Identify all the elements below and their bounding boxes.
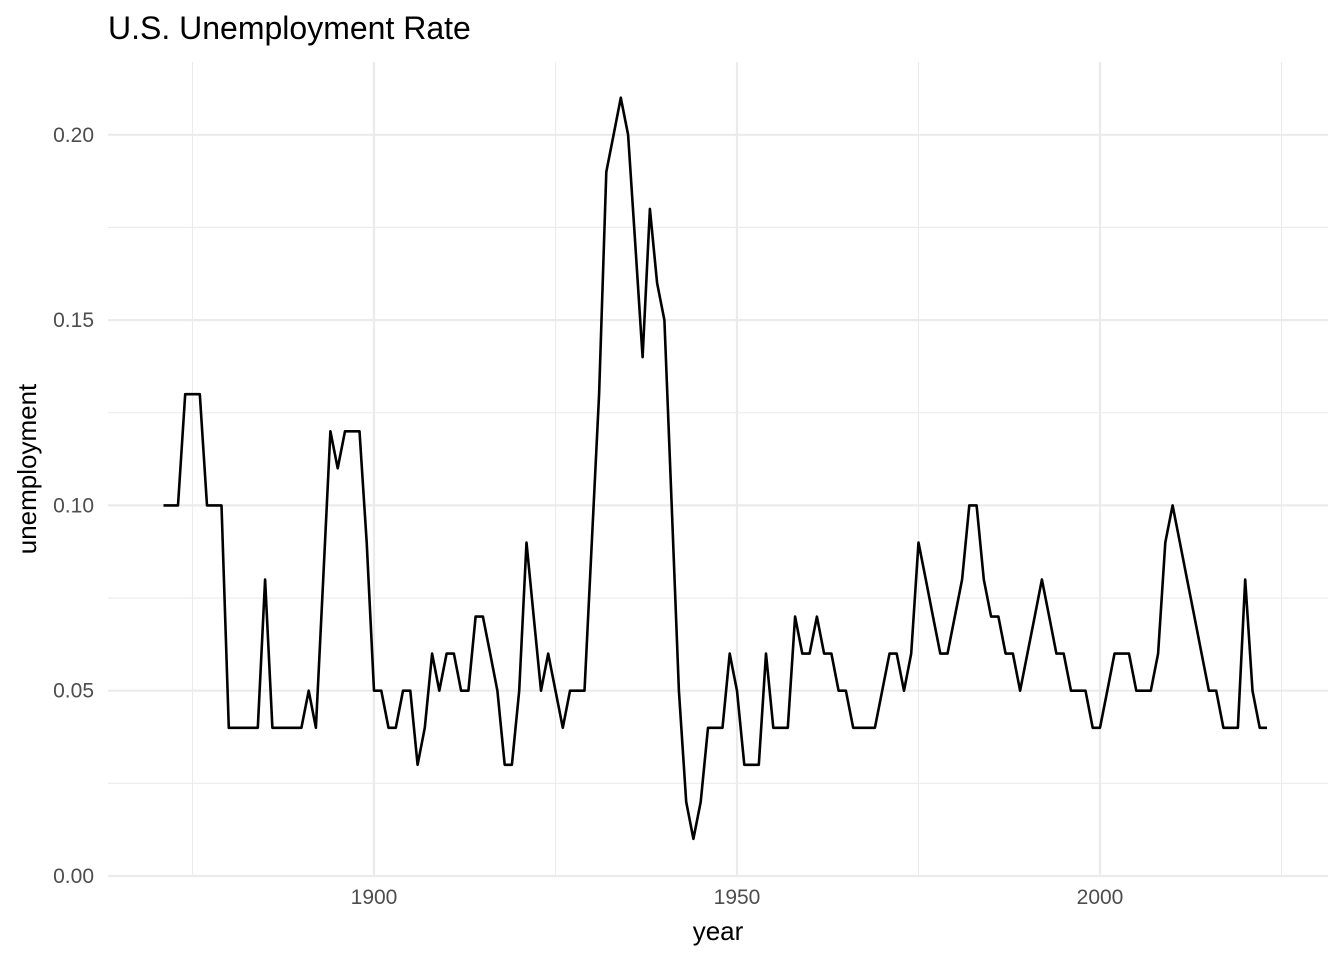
y-axis-title: unemployment bbox=[12, 383, 42, 554]
y-axis-tick-labels: 0.00 0.05 0.10 0.15 0.20 bbox=[53, 124, 94, 888]
y-tick-label: 0.00 bbox=[53, 865, 94, 888]
chart-title: U.S. Unemployment Rate bbox=[108, 10, 471, 46]
x-tick-label: 2000 bbox=[1077, 886, 1124, 909]
x-axis-tick-labels: 1900 1950 2000 bbox=[351, 886, 1124, 909]
major-gridlines bbox=[108, 62, 1328, 878]
x-tick-label: 1950 bbox=[714, 886, 761, 909]
series-layer bbox=[163, 96, 1267, 841]
y-tick-label: 0.20 bbox=[53, 124, 94, 147]
x-axis-title: year bbox=[693, 916, 744, 946]
y-tick-label: 0.10 bbox=[53, 494, 94, 517]
minor-gridlines bbox=[108, 62, 1328, 876]
unemployment-series-line bbox=[163, 96, 1267, 841]
y-tick-label: 0.05 bbox=[53, 680, 94, 703]
y-tick-label: 0.15 bbox=[53, 309, 94, 332]
x-tick-label: 1900 bbox=[351, 886, 398, 909]
